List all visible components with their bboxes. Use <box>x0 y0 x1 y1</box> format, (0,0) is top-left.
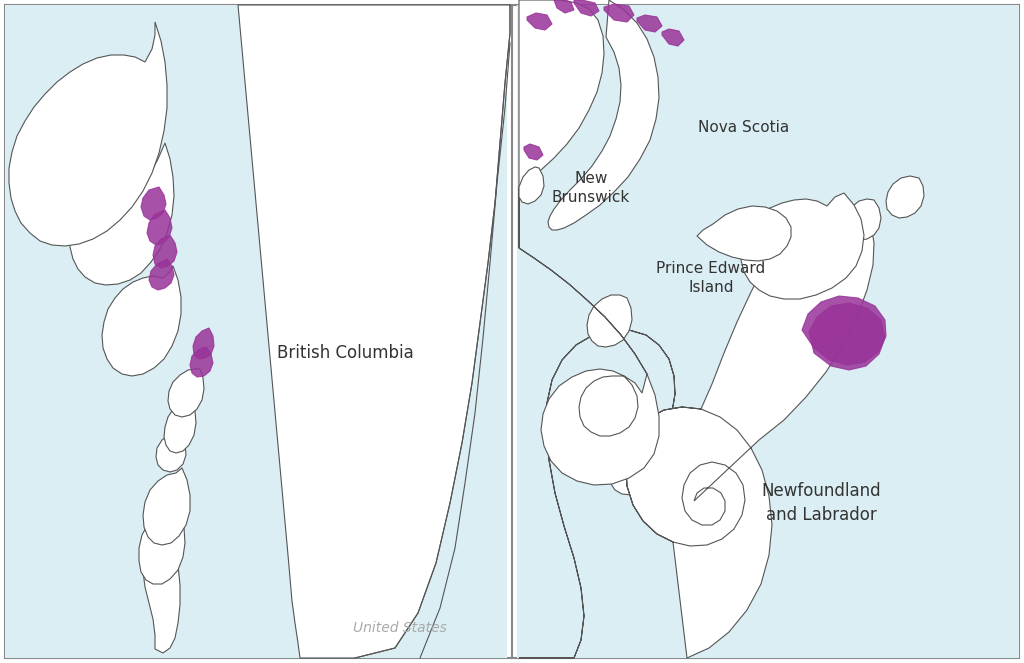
Polygon shape <box>519 167 544 204</box>
Polygon shape <box>164 399 196 453</box>
Polygon shape <box>168 369 204 417</box>
Polygon shape <box>150 259 174 290</box>
Polygon shape <box>524 144 543 160</box>
Polygon shape <box>662 29 684 46</box>
Polygon shape <box>147 210 172 245</box>
Text: New
Brunswick: New Brunswick <box>552 170 630 206</box>
Text: United States: United States <box>353 621 446 635</box>
Polygon shape <box>141 187 166 220</box>
Polygon shape <box>637 15 662 32</box>
Bar <box>517 5 1019 658</box>
Polygon shape <box>153 235 177 268</box>
Polygon shape <box>587 295 632 347</box>
Polygon shape <box>697 206 791 261</box>
Polygon shape <box>626 205 874 658</box>
Polygon shape <box>802 296 886 365</box>
Polygon shape <box>527 13 552 30</box>
Polygon shape <box>886 176 924 218</box>
Polygon shape <box>143 468 190 545</box>
Polygon shape <box>156 434 186 472</box>
Polygon shape <box>9 22 167 246</box>
Polygon shape <box>519 330 675 658</box>
Polygon shape <box>604 4 634 22</box>
Polygon shape <box>741 193 864 299</box>
Polygon shape <box>139 505 185 584</box>
Text: Nova Scotia: Nova Scotia <box>698 121 790 135</box>
Text: British Columbia: British Columbia <box>276 344 414 362</box>
Text: Newfoundland
and Labrador: Newfoundland and Labrador <box>761 482 881 524</box>
Polygon shape <box>190 347 213 377</box>
Text: Prince Edward
Island: Prince Edward Island <box>656 261 766 296</box>
Polygon shape <box>574 0 599 16</box>
Polygon shape <box>519 0 659 485</box>
Polygon shape <box>548 0 659 230</box>
Polygon shape <box>238 5 510 658</box>
Polygon shape <box>848 199 881 240</box>
Polygon shape <box>70 143 174 285</box>
Polygon shape <box>102 266 181 376</box>
Polygon shape <box>809 303 885 370</box>
Polygon shape <box>143 528 180 653</box>
Polygon shape <box>554 0 574 13</box>
Bar <box>5 5 507 658</box>
Polygon shape <box>193 328 214 359</box>
